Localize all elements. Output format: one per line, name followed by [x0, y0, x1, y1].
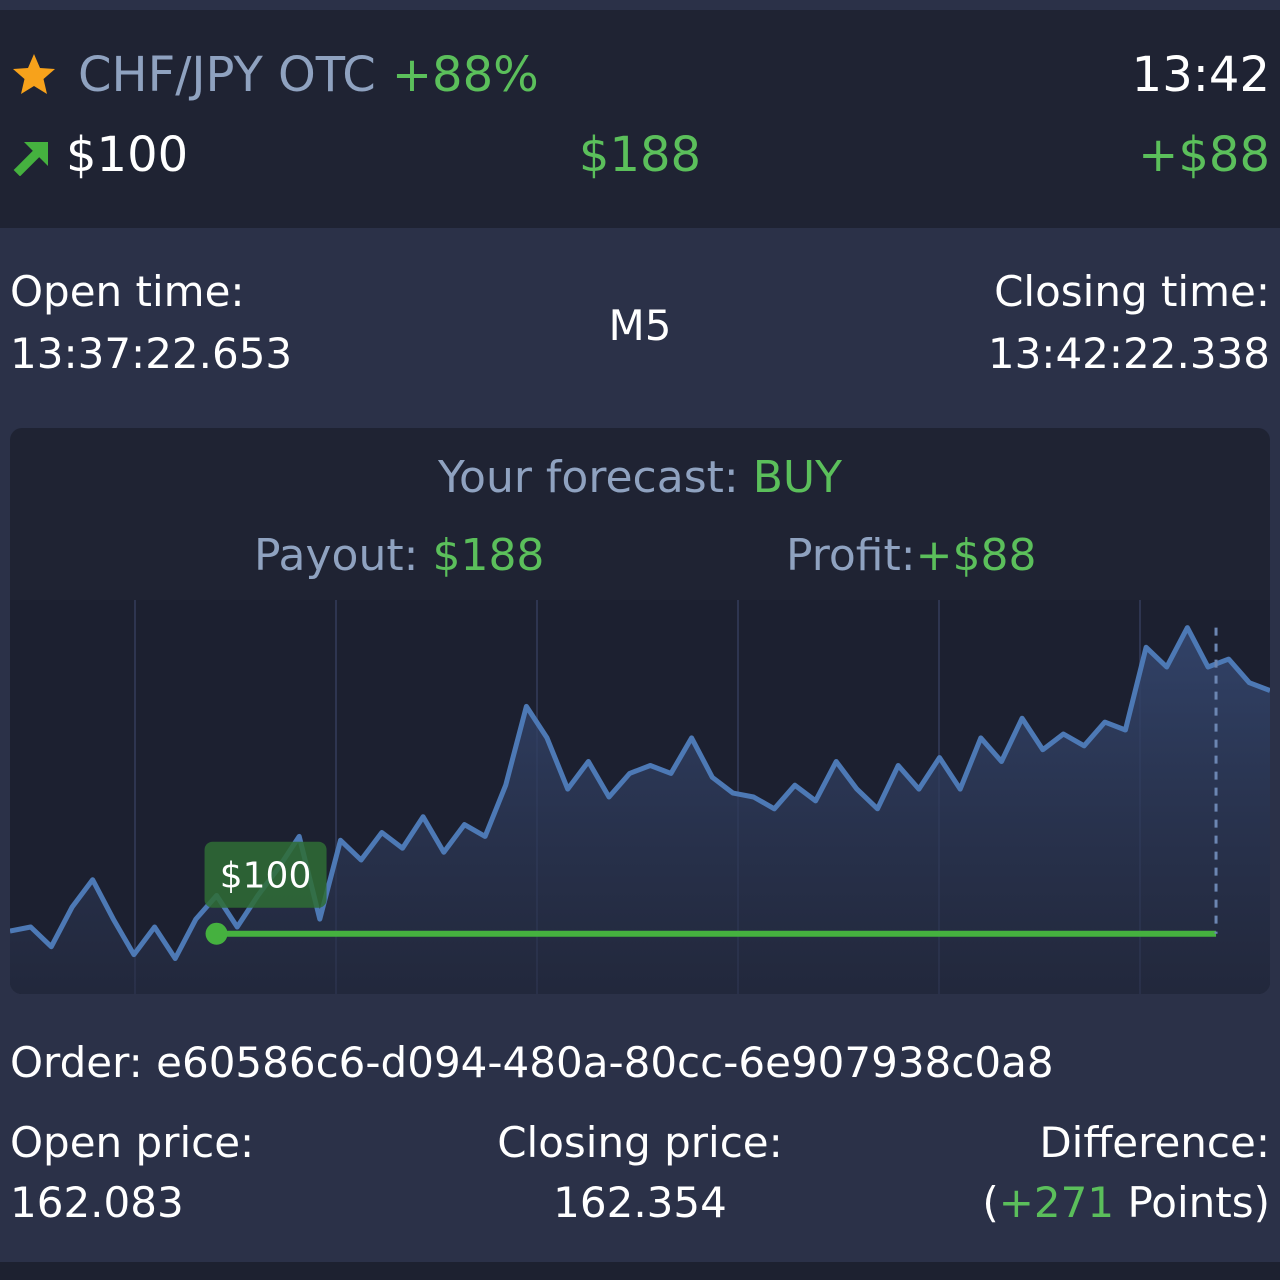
profit-label: Profit: [786, 530, 916, 581]
order-label: Order: [10, 1038, 143, 1087]
difference-points: +271 [998, 1178, 1115, 1227]
payout-label: Payout: [254, 530, 419, 581]
top-strip [0, 0, 1280, 10]
stake-amount: $100 [66, 127, 189, 183]
closing-time-value: 13:42:22.338 [987, 329, 1270, 378]
open-time-value: 13:37:22.653 [10, 329, 293, 378]
bottom-strip [0, 1262, 1280, 1280]
profit-line: Profit:+$88 [786, 526, 1036, 586]
forecast-value: BUY [752, 452, 842, 503]
asset-row: CHF/JPY OTC +88% [10, 40, 539, 110]
closing-price-label: Closing price: [497, 1118, 783, 1167]
difference-label: Difference: [1039, 1118, 1270, 1167]
chart-card: Your forecast: BUY Payout: $188 Profit:+… [10, 428, 1270, 994]
payout-percent: +88% [391, 47, 539, 103]
payout-value: $188 [432, 530, 545, 581]
open-time-label: Open time: [10, 267, 245, 316]
difference-value: (+271 Points) [982, 1174, 1270, 1232]
timeframe: M5 [608, 301, 672, 350]
open-price-label: Open price: [10, 1118, 255, 1167]
asset-name: CHF/JPY OTC [78, 47, 376, 103]
forecast-line: Your forecast: BUY [10, 448, 1270, 508]
closing-price-value: 162.354 [553, 1178, 727, 1227]
payout-amount: $188 [578, 127, 702, 183]
stake-row: $100 [10, 120, 188, 190]
trade-header [0, 10, 1280, 228]
order-id[interactable]: e60586c6-d094-480a-80cc-6e907938c0a8 [156, 1038, 1054, 1087]
entry-tag-label: $100 [220, 856, 312, 897]
price-chart: $100 [10, 600, 1270, 994]
profit-value: +$88 [915, 530, 1037, 581]
star-icon[interactable] [10, 51, 58, 99]
open-price-value: 162.083 [10, 1178, 184, 1227]
entry-point [205, 922, 228, 945]
arrow-up-right-icon [13, 142, 48, 176]
closing-time-label: Closing time: [994, 267, 1270, 316]
trade-clock: 13:42 [1131, 47, 1270, 103]
difference-unit: Points) [1114, 1178, 1270, 1227]
payout-line: Payout: $188 [254, 526, 544, 586]
entry-tag [204, 841, 327, 908]
profit-amount: +$88 [1138, 127, 1270, 183]
order-line: Order: e60586c6-d094-480a-80cc-6e907938c… [10, 1034, 1054, 1092]
forecast-label: Your forecast: [438, 452, 739, 503]
difference-open-paren: ( [982, 1178, 999, 1227]
